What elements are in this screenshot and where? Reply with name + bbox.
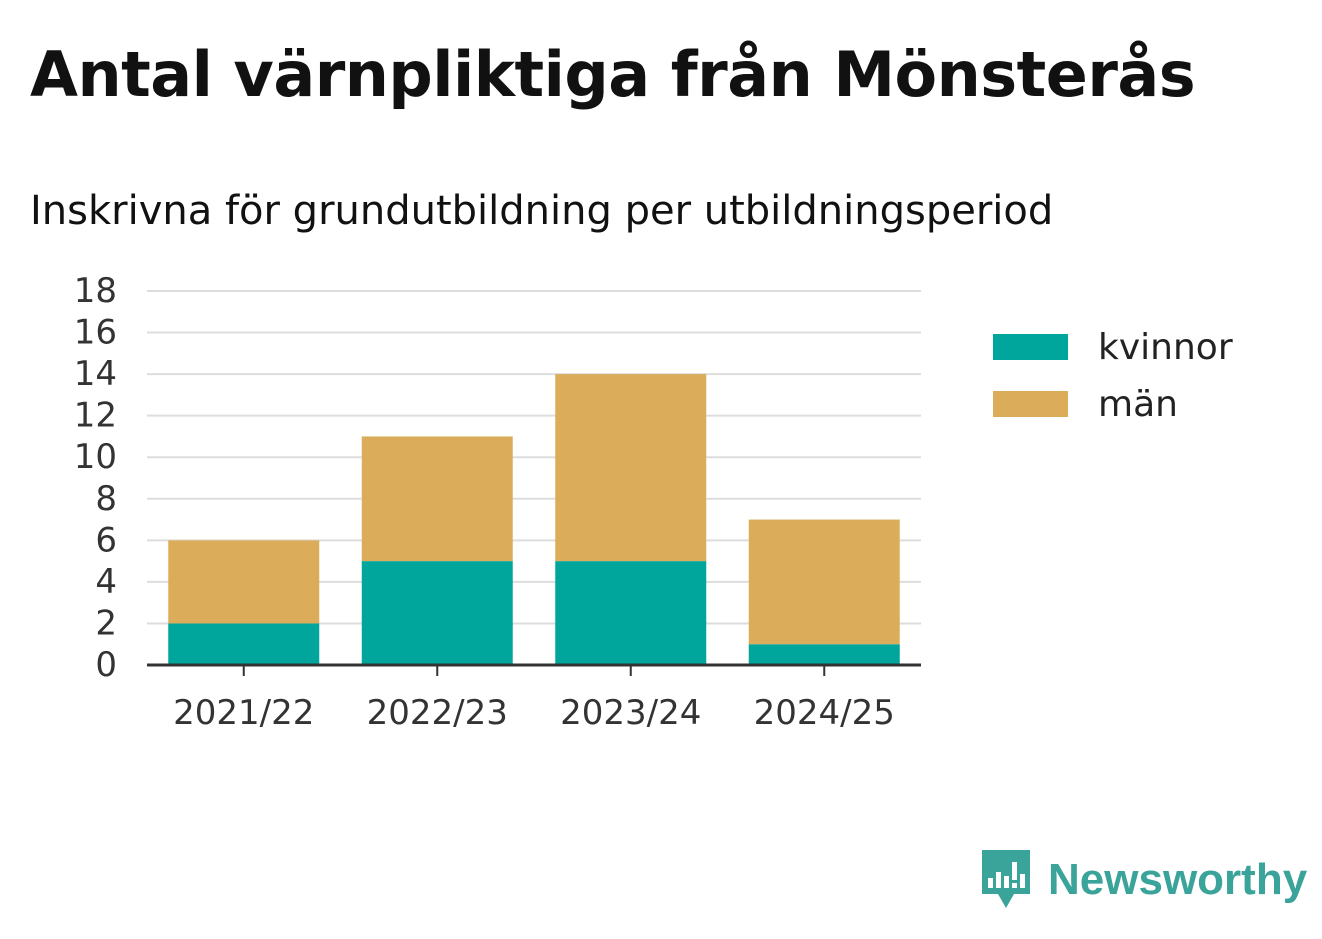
- bar-män-2024/25: [748, 519, 900, 645]
- bar-kvinnor-2023/24: [555, 561, 707, 665]
- bar-kvinnor-2024/25: [748, 644, 900, 665]
- y-tick-label-18: 18: [74, 271, 117, 311]
- x-tick-label-2021/22: 2021/22: [173, 693, 314, 733]
- bar-kvinnor-2021/22: [168, 623, 320, 665]
- y-tick-label-6: 6: [95, 520, 117, 560]
- x-tick-label-2024/25: 2024/25: [754, 693, 895, 733]
- legend: kvinnor män: [993, 327, 1233, 441]
- brand-name: Newsworthy: [1048, 855, 1308, 904]
- y-tick-label-16: 16: [74, 313, 117, 353]
- y-tick-label-8: 8: [95, 479, 117, 519]
- legend-item-man: män: [993, 383, 1233, 425]
- bars: [168, 374, 900, 665]
- y-tick-label-2: 2: [95, 603, 117, 643]
- legend-label-kvinnor: kvinnor: [1098, 326, 1233, 368]
- legend-item-kvinnor: kvinnor: [993, 326, 1233, 368]
- legend-swatch-man: [993, 391, 1068, 417]
- chart-subtitle: Inskrivna för grundutbildning per utbild…: [30, 188, 1054, 234]
- bar-män-2023/24: [555, 374, 707, 562]
- x-tick-label-2022/23: 2022/23: [367, 693, 508, 733]
- y-tick-label-10: 10: [74, 437, 117, 477]
- bar-män-2022/23: [361, 436, 513, 562]
- gridlines: [147, 290, 921, 625]
- y-tick-label-12: 12: [74, 396, 117, 436]
- legend-swatch-kvinnor: [993, 334, 1068, 360]
- y-tick-label-4: 4: [95, 562, 117, 602]
- brand: Newsworthy: [980, 848, 1307, 912]
- y-tick-label-14: 14: [74, 354, 117, 394]
- legend-label-man: män: [1098, 383, 1178, 425]
- chart-title: Antal värnpliktiga från Mönsterås: [30, 38, 1196, 111]
- newsworthy-logo-icon: [982, 850, 1030, 908]
- x-tick-label-2023/24: 2023/24: [560, 693, 701, 733]
- bar-kvinnor-2022/23: [361, 561, 513, 665]
- y-tick-label-0: 0: [95, 645, 117, 685]
- bar-män-2021/22: [168, 540, 320, 624]
